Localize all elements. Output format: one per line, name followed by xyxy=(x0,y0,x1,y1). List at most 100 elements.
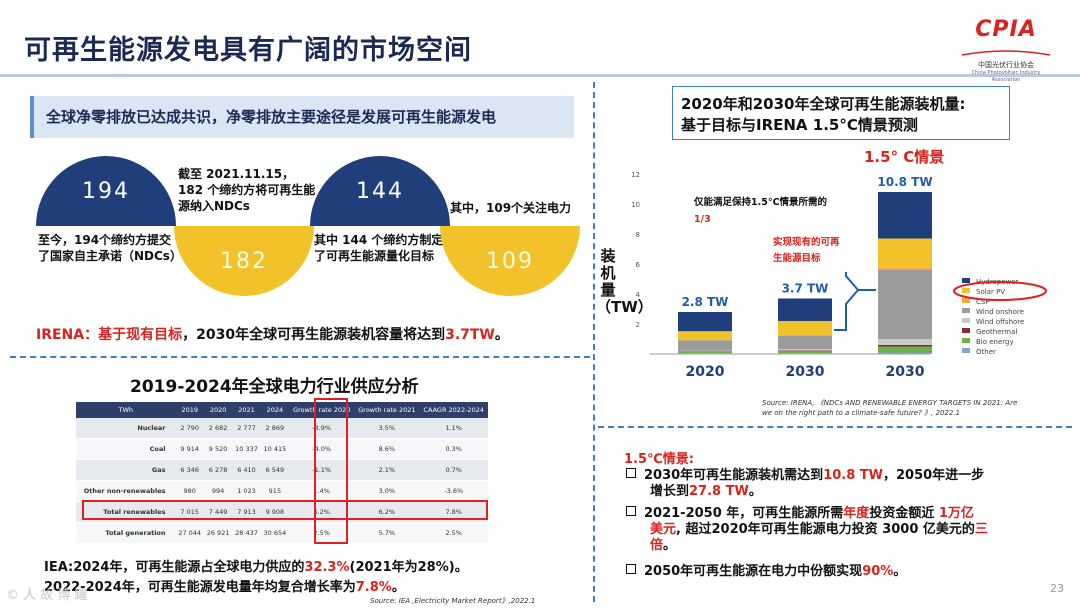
logo-subtitle-en: China Photovoltaic Industry Association xyxy=(971,70,1041,83)
table-cell: 0.7% xyxy=(419,459,488,481)
bar-total-label: 2.8 TW xyxy=(682,295,729,309)
row-header: Coal xyxy=(76,438,176,460)
stat-194-value: 194 xyxy=(82,178,130,204)
stat-194-circle: 194 xyxy=(36,156,176,226)
irena-text: ，2030年全球可再生能源装机容量将达到 xyxy=(182,327,446,343)
irena-statement: IRENA：基于现有目标，2030年全球可再生能源装机容量将达到3.7TW。 xyxy=(36,324,509,344)
table-cell: -3.6% xyxy=(419,480,488,502)
table-cell: -4.0% xyxy=(289,438,355,460)
logo-swoosh-icon xyxy=(961,50,1051,56)
title-divider xyxy=(0,74,1080,77)
row-header: Other non-renewables xyxy=(76,480,176,502)
legend-label: Solar PV xyxy=(976,288,1005,296)
banner-text: 全球净零排放已达成共识，净零排放主要途径是发展可再生能源发电 xyxy=(46,108,497,126)
bar-segment xyxy=(778,321,832,336)
annotation-1-line1: 仅能满足保持1.5°C情景所需的 xyxy=(693,196,828,208)
bullet-2: 2021-2050 年，可再生能源所需年度投资金额近 1万亿 美元, 超过202… xyxy=(626,506,1056,554)
legend-swatch xyxy=(962,318,970,323)
stat-144-value: 144 xyxy=(356,178,404,204)
table-cell: 28 437 xyxy=(232,522,261,544)
page-number: 23 xyxy=(1050,582,1064,595)
x-tick-label: 2030 xyxy=(886,364,925,380)
irena-value: 3.7TW xyxy=(445,327,495,343)
bar-segment xyxy=(878,352,932,354)
iea-source: Source: IEA ,Electricity Market Report》,… xyxy=(370,597,536,605)
table-cell: 3.0% xyxy=(354,480,420,502)
table-row: Other non-renewables 980 994 1 023 915 1.4% 3.… xyxy=(76,480,488,502)
irena-end: 。 xyxy=(494,327,509,343)
bar-segment xyxy=(778,351,832,354)
table-cell: 2 682 xyxy=(203,418,233,439)
annotation-1-line2: 1/3 xyxy=(694,214,711,225)
table-cell: 980 xyxy=(175,480,204,502)
table-cell: -3.9% xyxy=(289,418,355,439)
table-cell: 3.5% xyxy=(354,418,420,439)
row-header: Total generation xyxy=(76,522,176,544)
bar-segment xyxy=(878,345,932,347)
iea1-value: 32.3% xyxy=(304,560,350,575)
table-cell: 2.1% xyxy=(354,459,420,481)
chart-ylabel: 装机量（TW） xyxy=(596,247,653,316)
column-header: 2021 xyxy=(232,402,261,418)
table-cell: 26 921 xyxy=(203,522,233,544)
bar-segment xyxy=(878,267,932,270)
chart-title-line1: 2020年和2030年全球可再生能源装机量: xyxy=(681,95,966,113)
bar-segment xyxy=(778,298,832,321)
table-cell: 9 914 xyxy=(175,438,204,460)
table-cell: 2 777 xyxy=(232,418,261,439)
comparison-bracket xyxy=(834,272,876,331)
slide-title: 可再生能源发电具有广阔的市场空间 xyxy=(24,35,472,66)
table-cell: 6.2% xyxy=(289,501,355,523)
renewable-capacity-chart: 2 4 6 8 10 12 2.8 TW 2020 3.7 TW 2030 10.8 TW 2030 仅… xyxy=(631,171,1047,380)
stat-144-text: 其中 144 个缔约方制定了可再生能源量化目标 xyxy=(314,233,444,263)
table-cell: 27 044 xyxy=(175,522,204,544)
iea2-end: 。 xyxy=(391,580,405,595)
column-header: Growth rate 2020 xyxy=(289,402,355,418)
table-cell: 6.2% xyxy=(354,501,420,523)
bar-total-label: 3.7 TW xyxy=(782,282,829,296)
vertical-divider xyxy=(593,82,595,602)
table-cell: 8.6% xyxy=(354,438,420,460)
bar-segment xyxy=(878,339,932,345)
legend-label: Bio energy xyxy=(976,338,1014,346)
chart-title-line2: 基于目标与IRENA 1.5°C情景预测 xyxy=(681,116,918,134)
table-cell: 1.4% xyxy=(289,480,355,502)
scenario-notes-title: 1.5℃情景: xyxy=(624,452,694,467)
table-cell: -1.1% xyxy=(289,459,355,481)
table-cell: 7 449 xyxy=(203,501,233,523)
table-cell: 1 023 xyxy=(232,480,261,502)
legend-label: Wind onshore xyxy=(976,308,1024,316)
y-tick-label: 8 xyxy=(636,231,640,239)
table-cell: 2.5% xyxy=(289,522,355,544)
table-cell: 915 xyxy=(260,480,290,502)
table-cell: 994 xyxy=(203,480,233,502)
table-cell: 2 790 xyxy=(175,418,204,439)
table-cell: 7 913 xyxy=(232,501,261,523)
table-cell: 6 410 xyxy=(232,459,261,481)
table-cell: 10 337 xyxy=(232,438,261,460)
bar-segment xyxy=(878,270,932,339)
table-cell: 6 549 xyxy=(260,459,290,481)
bar-segment xyxy=(678,353,732,354)
row-header: Gas xyxy=(76,459,176,481)
y-tick-label: 2 xyxy=(636,321,640,329)
column-header: 2020 xyxy=(203,402,233,418)
highlight-renewables-row xyxy=(82,500,488,520)
table-cell: 1.1% xyxy=(419,418,488,439)
right-horizontal-divider xyxy=(598,426,1072,428)
stat-182-circle: 182 xyxy=(174,226,314,296)
column-header: Growth rate 2021 xyxy=(354,402,420,418)
annotation-2-line2: 生能源目标 xyxy=(773,252,821,264)
column-header: CAAGR 2022-2024 xyxy=(419,402,488,418)
stat-194-text: 至今，194个缔约方提交了国家自主承诺（NDCs） xyxy=(38,233,182,263)
row-header: Nuclear xyxy=(76,418,176,439)
y-tick-label: 12 xyxy=(631,171,640,179)
table-cell: 7 015 xyxy=(175,501,204,523)
bar-segment xyxy=(778,349,832,351)
legend-swatch xyxy=(962,308,970,313)
legend-swatch xyxy=(962,338,970,343)
iea2-value: 7.8% xyxy=(355,580,392,595)
annotation-2-line1: 实现现有的可再 xyxy=(773,236,840,248)
x-tick-label: 2030 xyxy=(786,364,825,380)
table-row: Gas 6 346 6 278 6 410 6 549 -1.1% 2.1% 0.7% xyxy=(76,459,488,481)
